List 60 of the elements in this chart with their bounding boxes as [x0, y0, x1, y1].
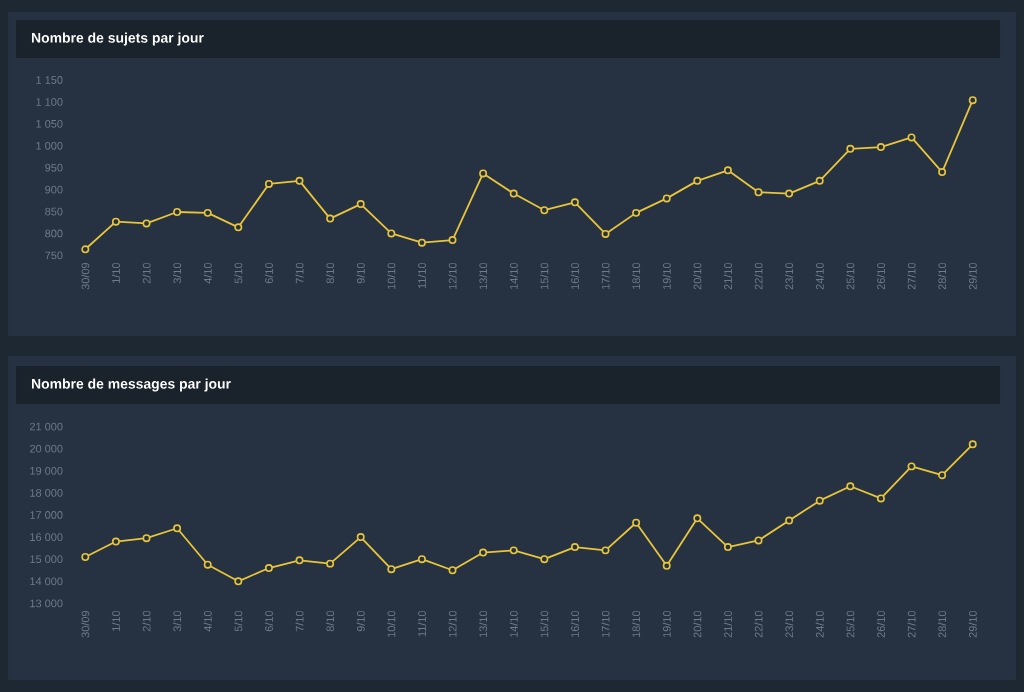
point [509, 546, 518, 555]
point [295, 556, 304, 565]
point [815, 176, 824, 185]
point [693, 514, 702, 523]
point [81, 245, 90, 254]
point [570, 198, 579, 207]
point [448, 566, 457, 575]
point [662, 561, 671, 570]
point [479, 548, 488, 557]
point [356, 200, 365, 209]
point [203, 560, 212, 569]
point [203, 208, 212, 217]
point [234, 223, 243, 232]
point [326, 214, 335, 223]
point [815, 496, 824, 505]
point [785, 189, 794, 198]
point [632, 208, 641, 217]
point [632, 518, 641, 527]
point [111, 217, 120, 226]
point [601, 229, 610, 238]
point [754, 188, 763, 197]
point [387, 229, 396, 238]
point [417, 555, 426, 564]
point [509, 189, 518, 198]
point [264, 179, 273, 188]
point [295, 176, 304, 185]
point [907, 133, 916, 142]
point [693, 176, 702, 185]
point [326, 559, 335, 568]
point [540, 555, 549, 564]
point [448, 236, 457, 245]
point [540, 206, 549, 215]
point [81, 553, 90, 561]
point [846, 482, 855, 491]
point [417, 238, 426, 247]
point [356, 533, 365, 542]
point [173, 524, 182, 533]
point [723, 543, 732, 552]
point [570, 543, 579, 552]
point [938, 471, 947, 480]
point [846, 144, 855, 153]
point [264, 564, 273, 573]
point [142, 219, 151, 228]
point [968, 440, 977, 449]
point [907, 462, 916, 471]
point [723, 166, 732, 175]
point [876, 494, 885, 503]
point [601, 546, 610, 555]
point [968, 96, 977, 105]
point [173, 208, 182, 216]
point [387, 565, 396, 574]
point [234, 577, 243, 586]
point [479, 169, 488, 178]
point [938, 168, 947, 177]
point [876, 143, 885, 152]
point [754, 536, 763, 545]
point [142, 534, 151, 543]
point [785, 516, 794, 525]
point [662, 194, 671, 203]
point [111, 537, 120, 546]
